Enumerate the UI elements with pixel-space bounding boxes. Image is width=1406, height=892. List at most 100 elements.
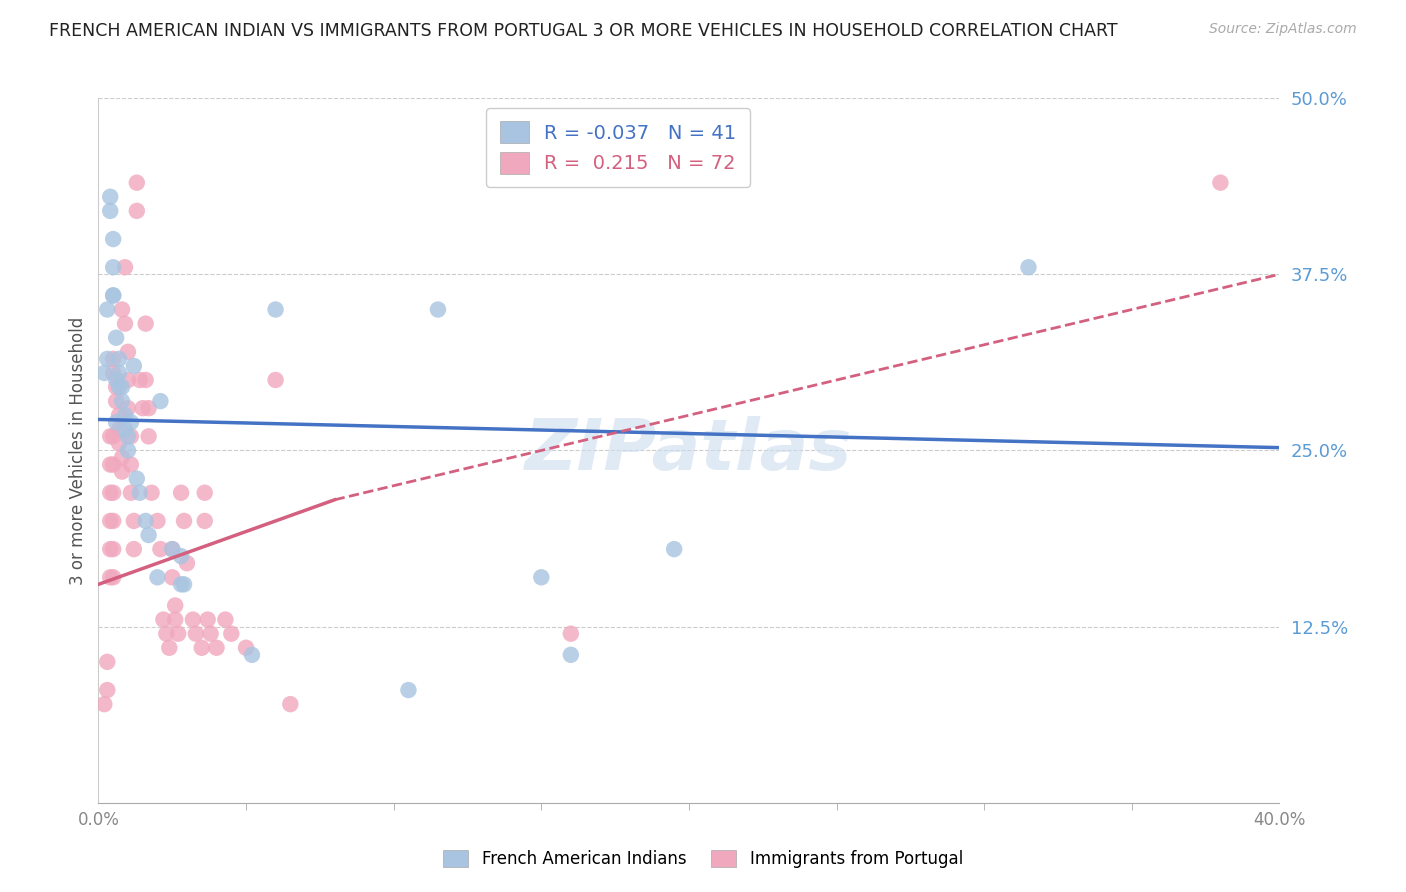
Point — [108, 380, 131, 394]
Point — [125, 176, 148, 190]
Point — [135, 373, 157, 387]
Point — [120, 458, 142, 472]
Point — [264, 302, 287, 317]
Point — [157, 640, 180, 655]
Point — [93, 697, 115, 711]
Point — [103, 288, 125, 302]
Point — [117, 401, 139, 416]
Point — [103, 366, 125, 380]
Point — [98, 203, 121, 218]
Point — [235, 640, 257, 655]
Point — [427, 302, 450, 317]
Point — [135, 317, 157, 331]
Point — [149, 394, 172, 409]
Point — [122, 359, 145, 373]
Point — [103, 514, 125, 528]
Point — [105, 415, 128, 429]
Point — [108, 422, 131, 436]
Point — [125, 203, 148, 218]
Point — [128, 373, 150, 387]
Point — [114, 317, 136, 331]
Point — [162, 570, 183, 584]
Point — [138, 429, 160, 443]
Point — [105, 380, 128, 394]
Point — [105, 373, 128, 387]
Point — [103, 288, 125, 302]
Point — [194, 485, 217, 500]
Text: ZIPatlas: ZIPatlas — [526, 416, 852, 485]
Point — [96, 302, 118, 317]
Point — [93, 366, 115, 380]
Point — [117, 344, 139, 359]
Point — [103, 260, 125, 275]
Point — [103, 485, 125, 500]
Point — [96, 351, 118, 366]
Point — [108, 366, 131, 380]
Point — [176, 556, 198, 570]
Point — [103, 542, 125, 557]
Point — [122, 542, 145, 557]
Point — [98, 514, 121, 528]
Point — [141, 485, 163, 500]
Point — [165, 599, 187, 613]
Point — [105, 394, 128, 409]
Point — [114, 260, 136, 275]
Point — [111, 450, 134, 465]
Point — [155, 626, 177, 640]
Point — [560, 626, 582, 640]
Point — [1209, 176, 1232, 190]
Point — [103, 429, 125, 443]
Point — [96, 683, 118, 698]
Point — [105, 331, 128, 345]
Point — [96, 655, 118, 669]
Point — [98, 429, 121, 443]
Point — [103, 232, 125, 246]
Point — [173, 577, 195, 591]
Point — [111, 380, 134, 394]
Legend: R = -0.037   N = 41, R =  0.215   N = 72: R = -0.037 N = 41, R = 0.215 N = 72 — [486, 108, 751, 187]
Point — [125, 472, 148, 486]
Point — [111, 394, 134, 409]
Point — [560, 648, 582, 662]
Point — [120, 415, 142, 429]
Point — [664, 542, 686, 557]
Point — [98, 458, 121, 472]
Point — [108, 351, 131, 366]
Point — [108, 408, 131, 422]
Point — [122, 514, 145, 528]
Point — [103, 458, 125, 472]
Point — [111, 465, 134, 479]
Point — [132, 401, 155, 416]
Point — [117, 429, 139, 443]
Point — [184, 626, 207, 640]
Point — [205, 640, 228, 655]
Point — [530, 570, 553, 584]
Point — [103, 351, 125, 366]
Point — [108, 436, 131, 450]
Legend: French American Indians, Immigrants from Portugal: French American Indians, Immigrants from… — [436, 843, 970, 875]
Point — [98, 485, 121, 500]
Point — [194, 514, 217, 528]
Point — [111, 302, 134, 317]
Point — [128, 485, 150, 500]
Point — [162, 542, 183, 557]
Point — [117, 443, 139, 458]
Point — [98, 190, 121, 204]
Point — [120, 485, 142, 500]
Point — [138, 401, 160, 416]
Text: FRENCH AMERICAN INDIAN VS IMMIGRANTS FROM PORTUGAL 3 OR MORE VEHICLES IN HOUSEHO: FRENCH AMERICAN INDIAN VS IMMIGRANTS FRO… — [49, 22, 1118, 40]
Point — [149, 542, 172, 557]
Text: Source: ZipAtlas.com: Source: ZipAtlas.com — [1209, 22, 1357, 37]
Point — [103, 570, 125, 584]
Point — [398, 683, 420, 698]
Point — [221, 626, 243, 640]
Point — [117, 373, 139, 387]
Point — [165, 613, 187, 627]
Point — [120, 429, 142, 443]
Point — [280, 697, 302, 711]
Point — [181, 613, 204, 627]
Point — [146, 514, 169, 528]
Point — [146, 570, 169, 584]
Point — [214, 613, 236, 627]
Point — [170, 549, 193, 564]
